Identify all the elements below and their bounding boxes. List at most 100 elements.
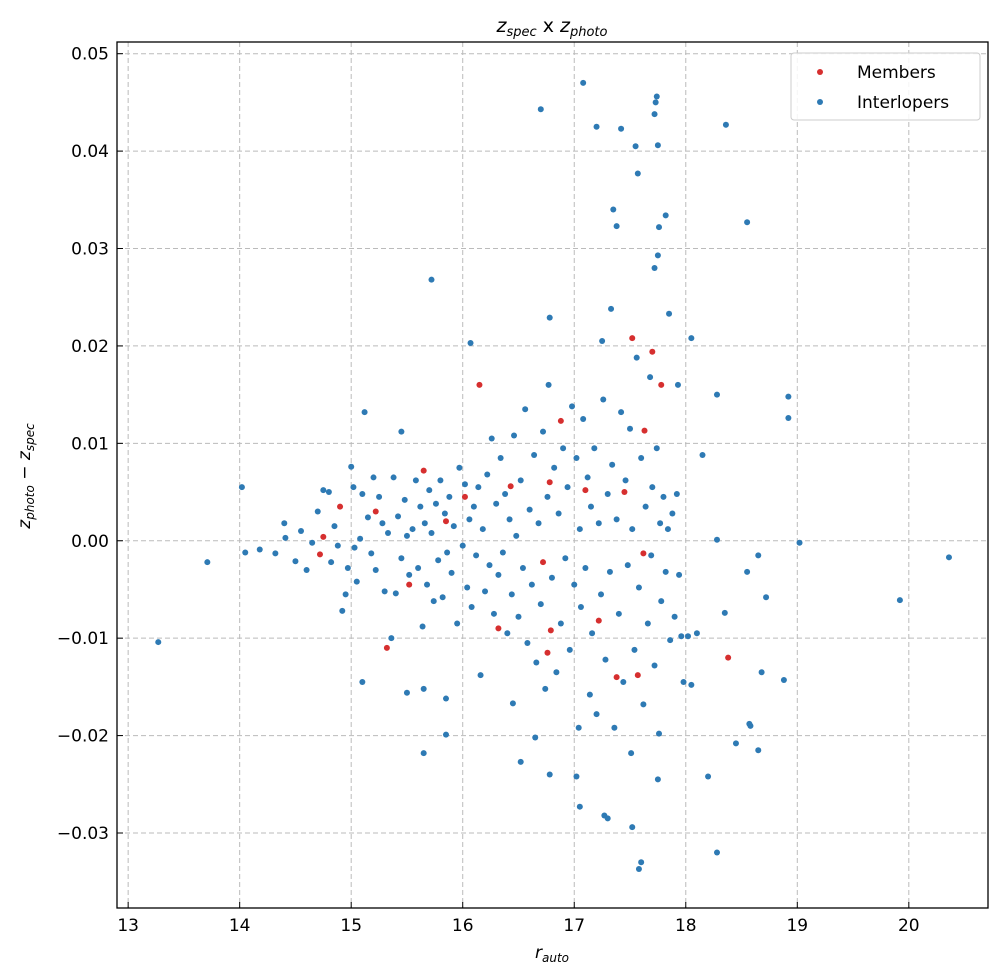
point-interlopers <box>755 747 762 754</box>
point-interlopers <box>658 598 665 605</box>
point-interlopers <box>618 125 625 132</box>
point-interlopers <box>334 542 341 549</box>
point-interlopers <box>331 523 338 530</box>
point-interlopers <box>688 335 695 342</box>
point-interlopers <box>376 493 383 500</box>
x-tick-label: 13 <box>117 916 139 936</box>
point-interlopers <box>604 815 611 822</box>
point-interlopers <box>242 549 249 556</box>
point-interlopers <box>339 607 346 614</box>
point-interlopers <box>647 374 654 381</box>
point-interlopers <box>654 252 661 259</box>
x-tick-label: 20 <box>898 916 920 936</box>
point-interlopers <box>653 445 660 452</box>
point-interlopers <box>522 406 529 413</box>
point-interlopers <box>721 609 728 616</box>
point-interlopers <box>656 730 663 737</box>
point-interlopers <box>344 565 351 572</box>
point-interlopers <box>532 734 539 741</box>
point-interlopers <box>599 338 606 345</box>
point-interlopers <box>303 566 310 573</box>
point-interlopers <box>642 503 649 510</box>
point-interlopers <box>613 223 620 230</box>
point-members <box>582 487 589 494</box>
point-interlopers <box>560 445 567 452</box>
point-interlopers <box>651 111 658 118</box>
point-interlopers <box>598 591 605 598</box>
point-interlopers <box>398 428 405 435</box>
point-interlopers <box>744 568 751 575</box>
point-members <box>547 627 554 634</box>
point-interlopers <box>582 565 589 572</box>
y-tick-label: −0.01 <box>57 629 109 649</box>
point-interlopers <box>662 568 669 575</box>
point-interlopers <box>632 143 639 150</box>
point-members <box>383 644 390 651</box>
point-interlopers <box>662 212 669 219</box>
point-interlopers <box>654 142 661 149</box>
point-interlopers <box>629 526 636 533</box>
point-interlopers <box>415 565 422 572</box>
point-interlopers <box>417 503 424 510</box>
point-interlopers <box>557 620 564 627</box>
point-interlopers <box>490 610 497 617</box>
point-interlopers <box>533 659 540 666</box>
point-interlopers <box>546 771 553 778</box>
point-interlopers <box>544 493 551 500</box>
point-interlopers <box>635 866 642 873</box>
point-interlopers <box>388 635 395 642</box>
point-interlopers <box>424 581 431 588</box>
axis-ticks: 13 14 15 16 17 18 19 20 −0.03 −0.02 −0.01 0.00 0.01 0… <box>57 45 920 936</box>
point-interlopers <box>419 623 426 630</box>
point-interlopers <box>256 546 263 553</box>
point-interlopers <box>660 493 667 500</box>
point-interlopers <box>638 454 645 461</box>
point-interlopers <box>602 656 609 663</box>
point-members <box>634 672 641 679</box>
point-interlopers <box>580 415 587 422</box>
point-interlopers <box>635 584 642 591</box>
point-interlopers <box>398 555 405 562</box>
point-interlopers <box>428 276 435 283</box>
y-tick-label: 0.05 <box>71 45 109 65</box>
point-interlopers <box>644 620 651 627</box>
point-interlopers <box>713 536 720 543</box>
chart-title: zspec x zphoto <box>496 15 608 40</box>
point-interlopers <box>524 640 531 647</box>
point-interlopers <box>678 633 685 640</box>
x-tick-label: 17 <box>563 916 585 936</box>
point-interlopers <box>615 610 622 617</box>
point-interlopers <box>610 206 617 213</box>
point-interlopers <box>634 170 641 177</box>
point-interlopers <box>631 646 638 653</box>
point-interlopers <box>562 555 569 562</box>
point-interlopers <box>587 503 594 510</box>
point-interlopers <box>648 552 655 559</box>
point-interlopers <box>519 565 526 572</box>
point-members <box>649 348 656 355</box>
point-interlopers <box>747 722 754 729</box>
point-interlopers <box>633 354 640 361</box>
point-interlopers <box>654 776 661 783</box>
point-interlopers <box>676 571 683 578</box>
point-interlopers <box>420 685 427 692</box>
point-interlopers <box>699 452 706 459</box>
point-interlopers <box>437 477 444 484</box>
point-members <box>658 381 665 388</box>
point-interlopers <box>620 679 627 686</box>
y-tick-label: −0.03 <box>57 824 109 844</box>
point-interlopers <box>484 471 491 478</box>
point-interlopers <box>580 79 587 86</box>
point-members <box>557 417 564 424</box>
point-interlopers <box>359 679 366 686</box>
point-interlopers <box>421 520 428 527</box>
point-interlopers <box>584 474 591 481</box>
point-interlopers <box>664 526 671 533</box>
point-interlopers <box>450 523 457 530</box>
point-interlopers <box>499 549 506 556</box>
point-interlopers <box>656 224 663 231</box>
y-tick-label: −0.02 <box>57 727 109 747</box>
y-axis-label: zphoto − zspec <box>15 423 37 530</box>
point-interlopers <box>540 428 547 435</box>
